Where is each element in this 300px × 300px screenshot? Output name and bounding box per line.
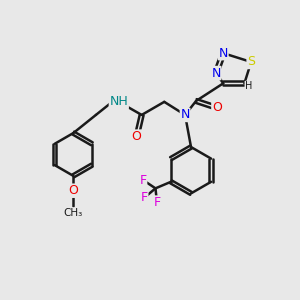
Text: CH₃: CH₃ — [64, 208, 83, 218]
Text: H: H — [245, 81, 253, 91]
Text: F: F — [141, 191, 148, 204]
Text: O: O — [68, 184, 78, 197]
Text: F: F — [140, 173, 147, 187]
Text: N: N — [219, 47, 228, 60]
Text: N: N — [211, 67, 221, 80]
Text: NH: NH — [110, 95, 128, 108]
Text: S: S — [247, 56, 255, 68]
Text: O: O — [212, 101, 222, 114]
Text: F: F — [153, 196, 161, 209]
Text: O: O — [132, 130, 142, 143]
Text: N: N — [180, 108, 190, 122]
